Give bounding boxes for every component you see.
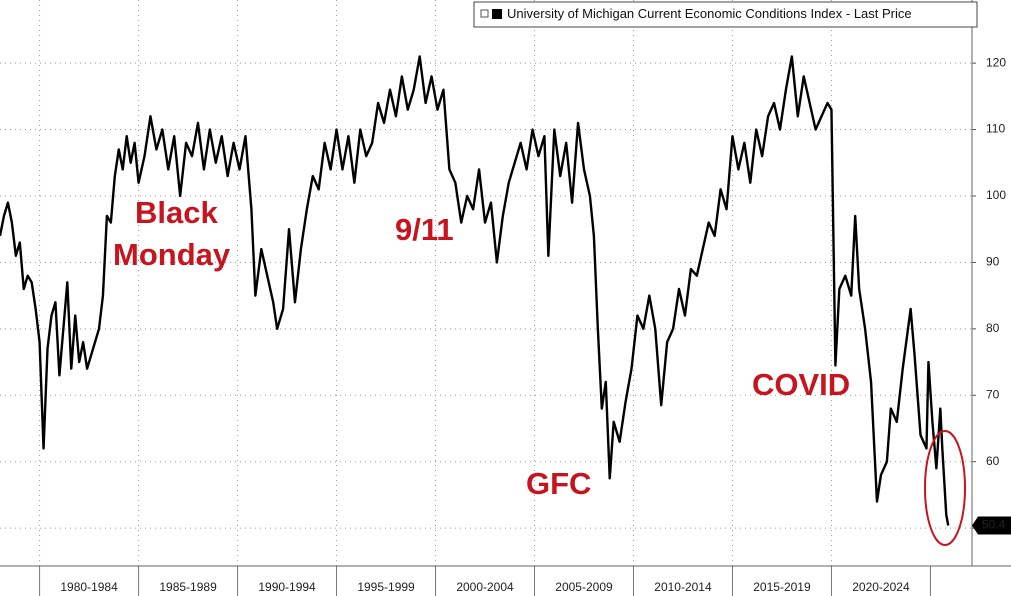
y-tick-label: 90 <box>986 255 1000 269</box>
y-tick-label: 100 <box>986 188 1006 202</box>
x-tick-label: 1980-1984 <box>60 580 118 594</box>
last-value-tag-bg <box>972 516 1011 535</box>
annotation: GFC <box>526 466 591 501</box>
legend-box <box>473 1 978 28</box>
annotation: 9/11 <box>395 212 454 247</box>
annotation: Black <box>135 195 218 230</box>
legend-note: - Last Price <box>846 6 912 21</box>
legend-toggle <box>480 9 489 18</box>
x-tick-label: 2015-2019 <box>753 580 811 594</box>
highlight-ellipse <box>924 430 966 546</box>
x-tick-label: 1990-1994 <box>258 580 316 594</box>
annotation: COVID <box>752 367 850 402</box>
y-tick-label: 80 <box>986 321 1000 335</box>
x-tick-label: 1985-1989 <box>159 580 217 594</box>
y-tick-label: 60 <box>986 454 1000 468</box>
x-tick-label: 1995-1999 <box>357 580 415 594</box>
legend-text: University of Michigan Current Economic … <box>507 6 912 21</box>
x-tick-label: 2010-2014 <box>654 580 712 594</box>
y-tick-label: 110 <box>986 122 1005 136</box>
y-tick-label: 120 <box>986 55 1006 69</box>
legend: University of Michigan Current Economic … <box>473 1 978 28</box>
last-value-tag: 50.4 <box>982 518 1006 532</box>
annotations: Black Monday 9/11 GFC COVID <box>113 195 850 501</box>
grid <box>0 0 972 566</box>
x-tick-label: 2000-2004 <box>456 580 514 594</box>
x-tick-label: 2020-2024 <box>852 580 910 594</box>
legend-swatch <box>492 9 502 19</box>
x-tick-label: 2005-2009 <box>555 580 613 594</box>
series-line <box>0 55 950 526</box>
annotation: Monday <box>113 237 231 272</box>
y-tick-label: 70 <box>986 387 1000 401</box>
legend-series-name: University of Michigan Current Economic … <box>507 6 843 21</box>
series-layer <box>0 55 950 526</box>
